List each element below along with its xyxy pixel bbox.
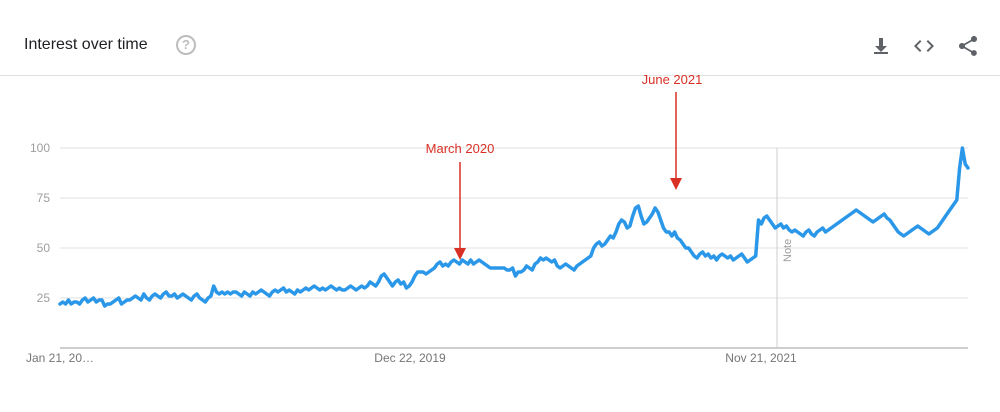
y-tick-label: 75 — [37, 191, 51, 205]
note-label: Note — [782, 239, 794, 262]
share-icon[interactable] — [956, 34, 980, 58]
annotation-march-2020: March 2020 — [426, 141, 495, 156]
download-icon[interactable] — [869, 34, 893, 58]
embed-code-icon[interactable] — [912, 34, 936, 58]
chart-header: Interest over time ? — [0, 0, 1000, 76]
x-axis: Jan 21, 20… Dec 22, 2019 Nov 21, 2021 — [26, 351, 797, 365]
help-icon[interactable]: ? — [176, 35, 196, 55]
y-axis: 25 50 75 100 — [30, 141, 50, 305]
annotation-june-2021: June 2021 — [642, 72, 703, 87]
y-tick-label: 100 — [30, 141, 50, 155]
series-group — [58, 146, 970, 308]
y-tick-label: 25 — [37, 291, 51, 305]
x-tick-label: Nov 21, 2021 — [725, 351, 797, 365]
series-line — [58, 146, 970, 308]
chart-title: Interest over time — [24, 36, 148, 53]
gridlines — [60, 147, 968, 299]
x-tick-label: Dec 22, 2019 — [374, 351, 446, 365]
x-tick-label: Jan 21, 20… — [26, 351, 94, 365]
y-tick-label: 50 — [37, 241, 51, 255]
